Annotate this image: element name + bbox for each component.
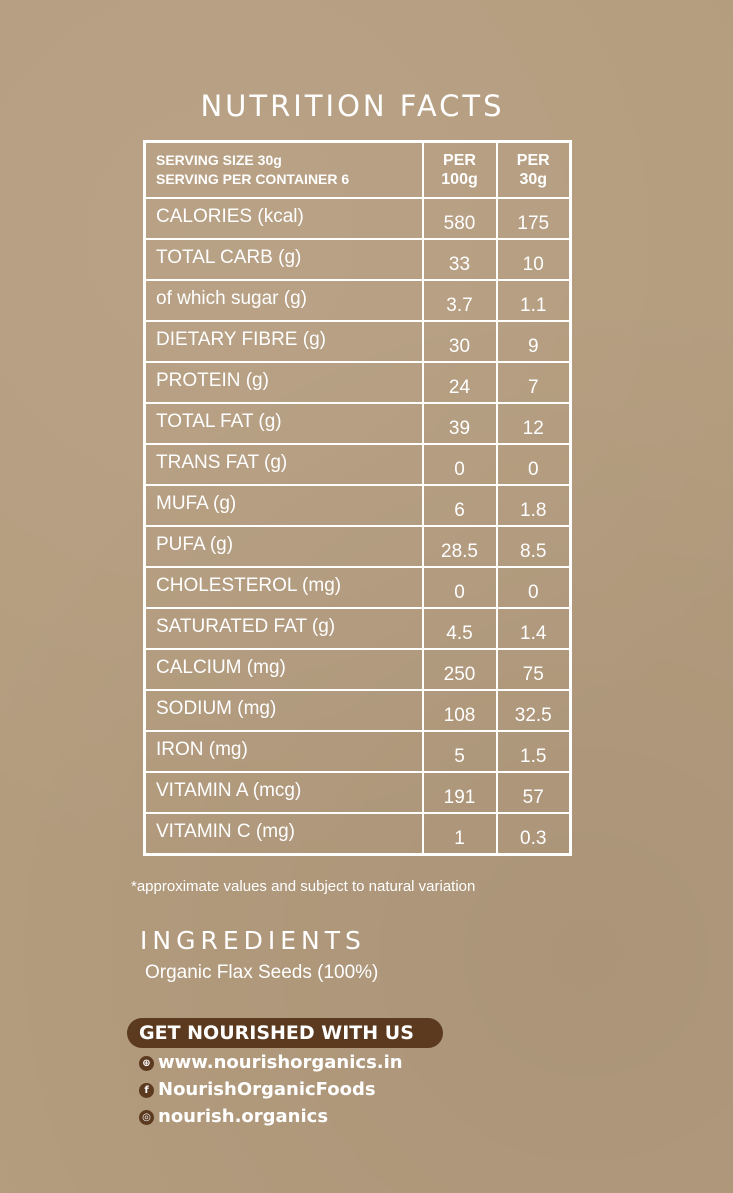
contact-link[interactable]: ⊕ www.nourishorganics.in bbox=[139, 1052, 403, 1074]
table-row: VITAMIN A (mcg) 191 57 bbox=[143, 771, 572, 814]
value-per-100g: 580 bbox=[421, 197, 498, 240]
table-row: IRON (mg) 5 1.5 bbox=[143, 730, 572, 773]
value-per-100g: 1 bbox=[421, 812, 498, 856]
nutrient-label: VITAMIN C (mg) bbox=[143, 812, 424, 856]
value-per-30g: 32.5 bbox=[495, 689, 572, 732]
value-per-100g: 0 bbox=[421, 566, 498, 609]
nutrient-label: PUFA (g) bbox=[143, 525, 424, 568]
servings-per-container: SERVING PER CONTAINER 6 bbox=[156, 171, 350, 187]
table-row: TOTAL CARB (g) 33 10 bbox=[143, 238, 572, 281]
value-per-30g: 1.1 bbox=[495, 279, 572, 322]
nutrient-label: PROTEIN (g) bbox=[143, 361, 424, 404]
value-per-30g: 7 bbox=[495, 361, 572, 404]
table-row: TRANS FAT (g) 0 0 bbox=[143, 443, 572, 486]
nutrient-label: VITAMIN A (mcg) bbox=[143, 771, 424, 814]
contact-link[interactable]: f NourishOrganicFoods bbox=[139, 1079, 376, 1101]
contact-heading: GET NOURISHED WITH US bbox=[127, 1018, 443, 1048]
table-row: PUFA (g) 28.5 8.5 bbox=[143, 525, 572, 568]
nutrient-label: CALCIUM (mg) bbox=[143, 648, 424, 691]
value-per-30g: 0 bbox=[495, 443, 572, 486]
value-per-100g: 3.7 bbox=[421, 279, 498, 322]
value-per-100g: 39 bbox=[421, 402, 498, 445]
facebook-icon: f bbox=[139, 1082, 154, 1098]
value-per-100g: 0 bbox=[421, 443, 498, 486]
value-per-100g: 28.5 bbox=[421, 525, 498, 568]
contact-link[interactable]: ◎ nourish.organics bbox=[139, 1106, 328, 1128]
value-per-30g: 10 bbox=[495, 238, 572, 281]
instagram-icon: ◎ bbox=[139, 1109, 154, 1125]
globe-icon: ⊕ bbox=[139, 1055, 154, 1071]
nutrient-label: CALORIES (kcal) bbox=[143, 197, 424, 240]
value-per-100g: 6 bbox=[421, 484, 498, 527]
value-per-100g: 5 bbox=[421, 730, 498, 773]
nutrient-label: TOTAL FAT (g) bbox=[143, 402, 424, 445]
value-per-30g: 9 bbox=[495, 320, 572, 363]
value-per-30g: 1.4 bbox=[495, 607, 572, 650]
value-per-100g: 24 bbox=[421, 361, 498, 404]
nutrient-label: TRANS FAT (g) bbox=[143, 443, 424, 486]
col-per-100g: PER 100g bbox=[421, 140, 498, 199]
table-row: CALCIUM (mg) 250 75 bbox=[143, 648, 572, 691]
value-per-100g: 108 bbox=[421, 689, 498, 732]
value-per-100g: 191 bbox=[421, 771, 498, 814]
nutrient-label: SODIUM (mg) bbox=[143, 689, 424, 732]
table-row: of which sugar (g) 3.7 1.1 bbox=[143, 279, 572, 322]
contact-link-text[interactable]: nourish.organics bbox=[158, 1106, 329, 1127]
nutrient-label: MUFA (g) bbox=[143, 484, 424, 527]
value-per-100g: 33 bbox=[421, 238, 498, 281]
table-row: VITAMIN C (mg) 1 0.3 bbox=[143, 812, 572, 856]
nutrient-label: of which sugar (g) bbox=[143, 279, 424, 322]
contact-link-text[interactable]: www.nourishorganics.in bbox=[158, 1052, 403, 1073]
value-per-30g: 75 bbox=[495, 648, 572, 691]
value-per-100g: 250 bbox=[421, 648, 498, 691]
contact-link-text[interactable]: NourishOrganicFoods bbox=[158, 1079, 376, 1100]
nutrient-label: CHOLESTEROL (mg) bbox=[143, 566, 424, 609]
value-per-30g: 57 bbox=[495, 771, 572, 814]
col2-line1: PER bbox=[516, 152, 550, 169]
table-row: TOTAL FAT (g) 39 12 bbox=[143, 402, 572, 445]
table-row: DIETARY FIBRE (g) 30 9 bbox=[143, 320, 572, 363]
col2-line2: 30g bbox=[519, 171, 548, 188]
value-per-30g: 8.5 bbox=[495, 525, 572, 568]
col1-line1: PER bbox=[443, 152, 476, 169]
value-per-100g: 30 bbox=[421, 320, 498, 363]
table-row: SODIUM (mg) 108 32.5 bbox=[143, 689, 572, 732]
serving-size: SERVING SIZE 30g bbox=[156, 152, 282, 168]
value-per-100g: 4.5 bbox=[421, 607, 498, 650]
table-row: MUFA (g) 6 1.8 bbox=[143, 484, 572, 527]
col1-line2: 100g bbox=[441, 171, 478, 188]
nutrition-table: SERVING SIZE 30g SERVING PER CONTAINER 6 … bbox=[143, 140, 572, 856]
value-per-30g: 1.8 bbox=[495, 484, 572, 527]
footnote: *approximate values and subject to natur… bbox=[131, 878, 476, 895]
table-row: PROTEIN (g) 24 7 bbox=[143, 361, 572, 404]
value-per-30g: 12 bbox=[495, 402, 572, 445]
value-per-30g: 0.3 bbox=[495, 812, 572, 856]
ingredients-text: Organic Flax Seeds (100%) bbox=[145, 962, 379, 983]
col-per-30g: PER 30g bbox=[495, 140, 572, 199]
value-per-30g: 175 bbox=[495, 197, 572, 240]
nutrient-label: TOTAL CARB (g) bbox=[143, 238, 424, 281]
nutrient-label: DIETARY FIBRE (g) bbox=[143, 320, 424, 363]
table-row: SATURATED FAT (g) 4.5 1.4 bbox=[143, 607, 572, 650]
nutrition-facts-title: NUTRITION FACTS bbox=[200, 89, 505, 123]
ingredients-heading: INGREDIENTS bbox=[140, 926, 366, 955]
table-row: CALORIES (kcal) 580 175 bbox=[143, 197, 572, 240]
table-header: SERVING SIZE 30g SERVING PER CONTAINER 6 … bbox=[143, 140, 572, 199]
nutrient-label: IRON (mg) bbox=[143, 730, 424, 773]
value-per-30g: 1.5 bbox=[495, 730, 572, 773]
value-per-30g: 0 bbox=[495, 566, 572, 609]
serving-info: SERVING SIZE 30g SERVING PER CONTAINER 6 bbox=[143, 140, 424, 199]
table-row: CHOLESTEROL (mg) 0 0 bbox=[143, 566, 572, 609]
nutrient-label: SATURATED FAT (g) bbox=[143, 607, 424, 650]
